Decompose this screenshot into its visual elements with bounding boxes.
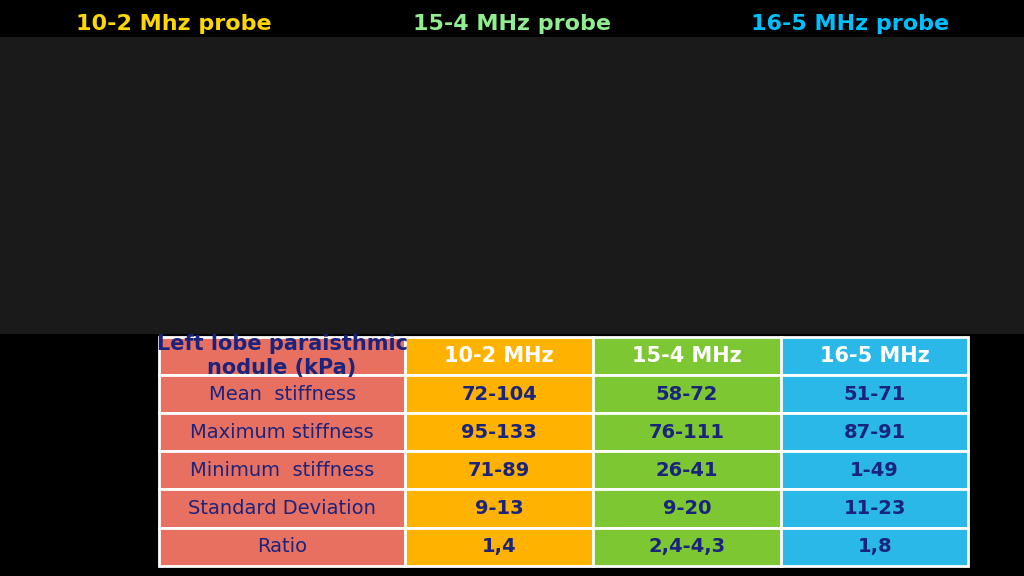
- Text: 16-5 MHz: 16-5 MHz: [820, 346, 930, 366]
- Bar: [159, 413, 406, 452]
- Text: 10-2 MHz: 10-2 MHz: [444, 346, 554, 366]
- Text: 1-49: 1-49: [850, 461, 899, 480]
- Text: 15-4 MHz probe: 15-4 MHz probe: [413, 14, 611, 35]
- Text: Left lobe paraisthmic
nodule (kPa): Left lobe paraisthmic nodule (kPa): [157, 335, 408, 378]
- Text: 1,8: 1,8: [857, 537, 892, 556]
- Text: 72-104: 72-104: [462, 385, 538, 404]
- Bar: [781, 528, 969, 566]
- Text: Maximum stiffness: Maximum stiffness: [190, 423, 374, 442]
- Bar: [781, 452, 969, 490]
- Text: 51-71: 51-71: [844, 385, 906, 404]
- Bar: [406, 490, 593, 528]
- Text: 9-13: 9-13: [475, 499, 523, 518]
- Text: Mean  stiffness: Mean stiffness: [209, 385, 355, 404]
- Text: 9-20: 9-20: [663, 499, 712, 518]
- Text: 58-72: 58-72: [655, 385, 718, 404]
- Text: 15-4 MHz: 15-4 MHz: [632, 346, 741, 366]
- Bar: [159, 375, 406, 413]
- Bar: [159, 452, 406, 490]
- Bar: [406, 375, 593, 413]
- Bar: [593, 337, 781, 375]
- Text: 2,4-4,3: 2,4-4,3: [648, 537, 726, 556]
- Bar: [159, 490, 406, 528]
- Bar: [593, 375, 781, 413]
- Text: 76-111: 76-111: [649, 423, 725, 442]
- Text: 95-133: 95-133: [462, 423, 538, 442]
- Text: 26-41: 26-41: [655, 461, 718, 480]
- Bar: [159, 528, 406, 566]
- Bar: [593, 413, 781, 452]
- Bar: [781, 490, 969, 528]
- Text: 16-5 MHz probe: 16-5 MHz probe: [751, 14, 949, 35]
- Bar: [593, 528, 781, 566]
- Text: Ratio: Ratio: [257, 537, 307, 556]
- Bar: [781, 413, 969, 452]
- Bar: [781, 337, 969, 375]
- Bar: [593, 452, 781, 490]
- Bar: [781, 375, 969, 413]
- Bar: [406, 413, 593, 452]
- Text: 10-2 Mhz probe: 10-2 Mhz probe: [76, 14, 272, 35]
- Bar: [406, 452, 593, 490]
- Text: 71-89: 71-89: [468, 461, 530, 480]
- Bar: [159, 337, 406, 375]
- Text: 87-91: 87-91: [844, 423, 906, 442]
- Text: 11-23: 11-23: [844, 499, 906, 518]
- Text: Standard Deviation: Standard Deviation: [188, 499, 376, 518]
- Bar: [406, 528, 593, 566]
- Bar: [406, 337, 593, 375]
- Bar: [593, 490, 781, 528]
- Bar: [0, 37, 1024, 334]
- Text: Minimum  stiffness: Minimum stiffness: [190, 461, 374, 480]
- Text: 1,4: 1,4: [482, 537, 516, 556]
